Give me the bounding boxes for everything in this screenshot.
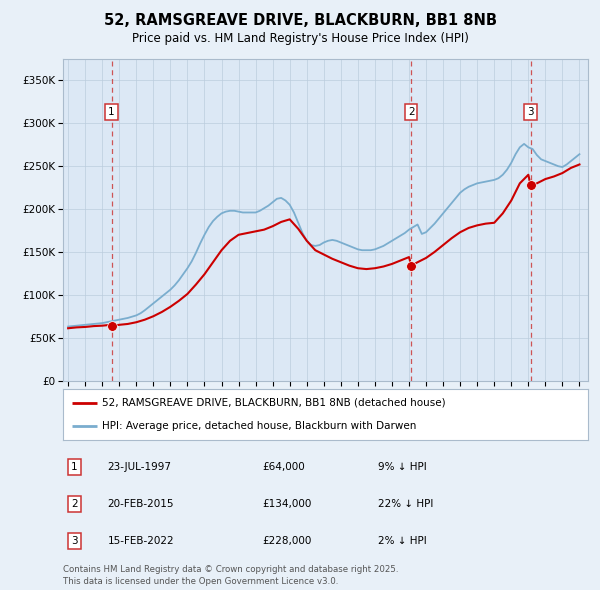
Text: 52, RAMSGREAVE DRIVE, BLACKBURN, BB1 8NB (detached house): 52, RAMSGREAVE DRIVE, BLACKBURN, BB1 8NB… — [103, 398, 446, 408]
Text: 20-FEB-2015: 20-FEB-2015 — [107, 499, 174, 509]
Text: Contains HM Land Registry data © Crown copyright and database right 2025.
This d: Contains HM Land Registry data © Crown c… — [63, 565, 398, 586]
Text: 52, RAMSGREAVE DRIVE, BLACKBURN, BB1 8NB: 52, RAMSGREAVE DRIVE, BLACKBURN, BB1 8NB — [104, 13, 497, 28]
Text: 2% ↓ HPI: 2% ↓ HPI — [378, 536, 427, 546]
Text: 1: 1 — [108, 107, 115, 117]
Text: 15-FEB-2022: 15-FEB-2022 — [107, 536, 174, 546]
Text: £228,000: £228,000 — [263, 536, 312, 546]
Text: 2: 2 — [71, 499, 78, 509]
Text: 9% ↓ HPI: 9% ↓ HPI — [378, 463, 427, 473]
Text: Price paid vs. HM Land Registry's House Price Index (HPI): Price paid vs. HM Land Registry's House … — [131, 32, 469, 45]
Text: 1: 1 — [71, 463, 78, 473]
Text: £134,000: £134,000 — [263, 499, 312, 509]
Text: HPI: Average price, detached house, Blackburn with Darwen: HPI: Average price, detached house, Blac… — [103, 421, 417, 431]
Text: 22% ↓ HPI: 22% ↓ HPI — [378, 499, 433, 509]
Text: 23-JUL-1997: 23-JUL-1997 — [107, 463, 172, 473]
Text: 2: 2 — [408, 107, 415, 117]
Text: 3: 3 — [527, 107, 534, 117]
Text: £64,000: £64,000 — [263, 463, 305, 473]
Text: 3: 3 — [71, 536, 78, 546]
